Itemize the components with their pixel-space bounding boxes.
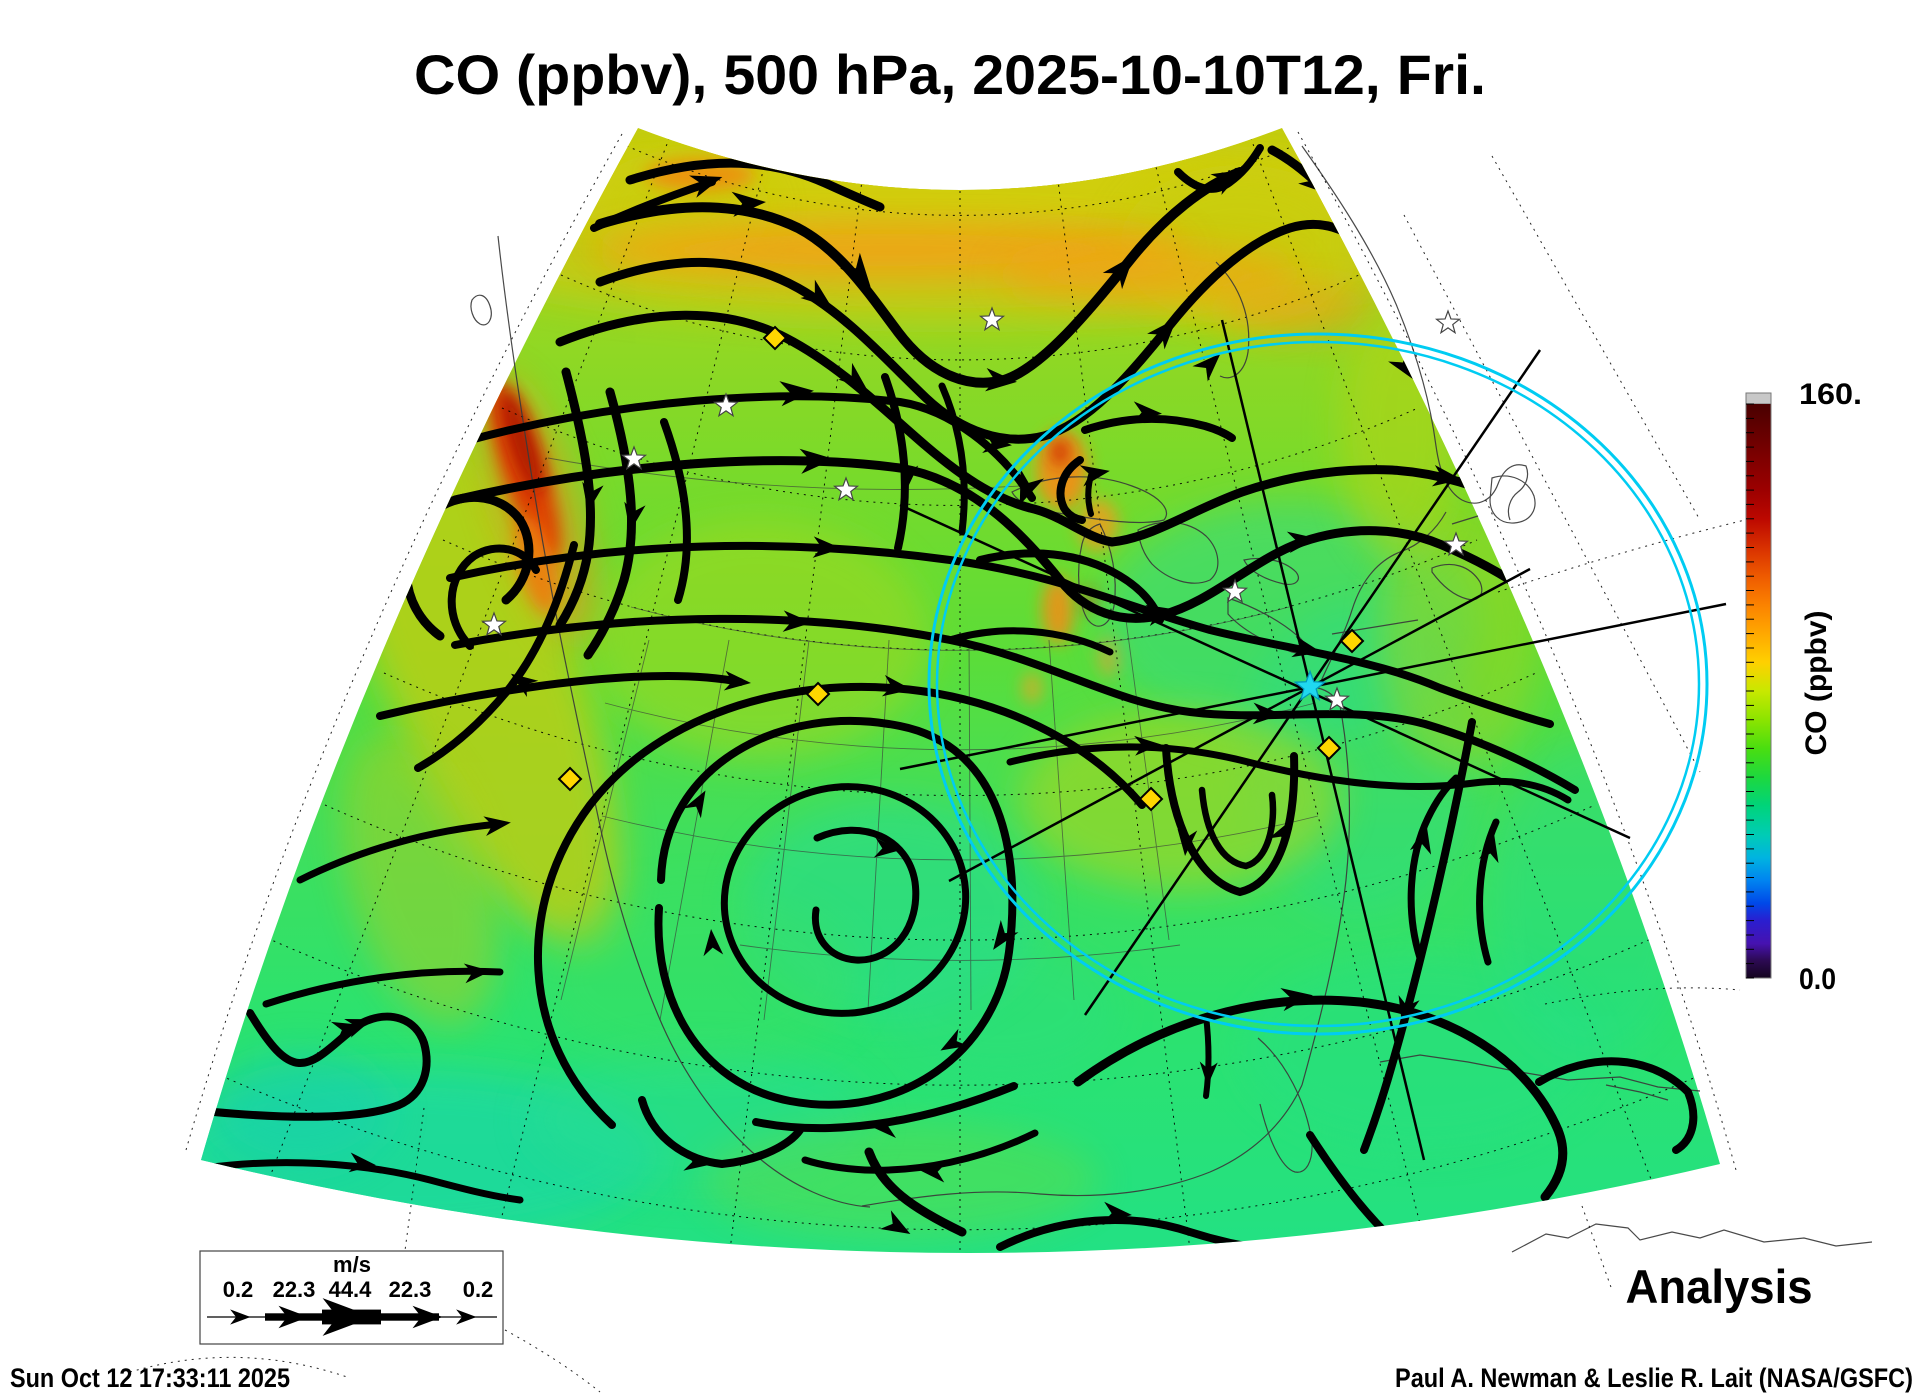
svg-text:44.4: 44.4 <box>329 1277 373 1302</box>
svg-text:0.2: 0.2 <box>463 1277 494 1302</box>
svg-text:CO (ppbv), 500 hPa, 2025-10-10: CO (ppbv), 500 hPa, 2025-10-10T12, Fri. <box>414 43 1486 106</box>
svg-text:22.3: 22.3 <box>273 1277 316 1302</box>
svg-text:Analysis: Analysis <box>1626 1260 1813 1313</box>
svg-text:0.0: 0.0 <box>1799 963 1836 996</box>
svg-text:160.: 160. <box>1799 378 1862 411</box>
svg-text:0.2: 0.2 <box>223 1277 254 1302</box>
svg-text:CO (ppbv): CO (ppbv) <box>1800 611 1833 756</box>
svg-text:22.3: 22.3 <box>389 1277 432 1302</box>
svg-text:Paul A. Newman & Leslie R. Lai: Paul A. Newman & Leslie R. Lait (NASA/GS… <box>1395 1363 1913 1393</box>
svg-text:m/s: m/s <box>333 1252 371 1277</box>
svg-text:Sun Oct 12 17:33:11 2025: Sun Oct 12 17:33:11 2025 <box>10 1363 290 1393</box>
